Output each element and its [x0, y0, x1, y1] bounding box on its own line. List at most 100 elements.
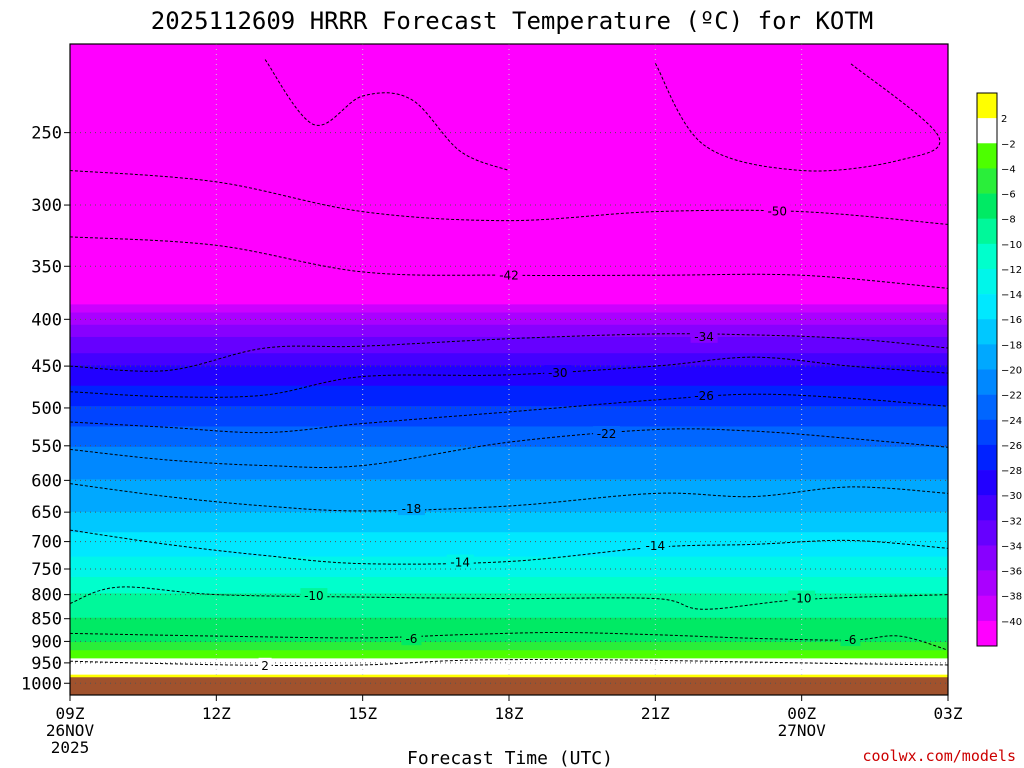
- temperature-band: [70, 157, 948, 163]
- temperature-band: [70, 44, 948, 49]
- colorbar-swatch: [977, 495, 997, 521]
- temperature-band: [70, 589, 948, 594]
- contour-label-bg: [690, 328, 718, 343]
- colorbar-swatch: [977, 620, 997, 647]
- colorbar-swatch: [977, 294, 997, 320]
- temperature-band: [70, 210, 948, 216]
- ground-layer: [70, 677, 948, 695]
- contour-label: -50: [763, 203, 791, 219]
- temperature-band: [70, 308, 948, 314]
- temperature-band: [70, 459, 948, 464]
- credit-link[interactable]: coolwx.com/models: [862, 747, 1016, 765]
- temperature-band: [70, 64, 948, 70]
- temperature-band: [70, 141, 948, 147]
- x-tick-line: 26NOV: [46, 721, 95, 740]
- temperature-band: [70, 255, 948, 261]
- y-tick-label: 600: [31, 471, 62, 491]
- temperature-band: [70, 560, 948, 566]
- temperature-band: [70, 528, 948, 533]
- colorbar-label: −18: [1001, 340, 1022, 351]
- contour-label: -18: [397, 501, 425, 516]
- colorbar-label: −8: [1001, 215, 1016, 226]
- temperature-band: [70, 145, 948, 151]
- temperature-band: [70, 341, 948, 346]
- temperature-band: [70, 548, 948, 554]
- temperature-band: [70, 365, 948, 371]
- temperature-band: [70, 670, 948, 676]
- temperature-band: [70, 353, 948, 358]
- contour-label-bg: [763, 203, 791, 218]
- temperature-band: [70, 650, 948, 655]
- temperature-band: [70, 629, 948, 635]
- temperature-band: [70, 361, 948, 367]
- y-tick-label: 450: [31, 357, 62, 377]
- x-tick-line: 21Z: [641, 704, 670, 723]
- colorbar-swatch: [977, 545, 997, 571]
- temperature-band: [70, 223, 948, 228]
- contour-label-bg: [593, 426, 621, 441]
- temperature-band: [70, 572, 948, 578]
- temperature-band: [70, 251, 948, 257]
- temperature-band: [70, 609, 948, 615]
- temperature-band: [70, 235, 948, 240]
- colorbar-label: −4: [1001, 164, 1016, 175]
- temperature-band: [70, 385, 948, 391]
- x-tick-line: 15Z: [348, 704, 377, 723]
- colorbar-swatch: [977, 520, 997, 546]
- temperature-band: [70, 316, 948, 322]
- contour-labels: 2 -6 -10 -14 -18 -22 -26 -30 -34 -42 -50 -14 -10 -6: [258, 203, 861, 673]
- temperature-band: [70, 605, 948, 611]
- contour-label-text: -10: [792, 592, 812, 606]
- temperature-band: [70, 658, 948, 664]
- contour-label-text: -6: [405, 632, 417, 646]
- contour-label-bg: [544, 365, 572, 380]
- temperature-band: [70, 617, 948, 623]
- temperature-band: [70, 56, 948, 61]
- temperature-band: [70, 369, 948, 375]
- colorbar-label: −6: [1001, 190, 1016, 201]
- temperature-band: [70, 214, 948, 220]
- contour-label: -26: [690, 387, 718, 403]
- colorbar-label: −34: [1001, 541, 1022, 552]
- temperature-band: [70, 520, 948, 525]
- isotherm-line: [70, 659, 948, 667]
- contour-label-text: -26: [694, 389, 714, 403]
- isotherm-line: [70, 356, 948, 398]
- temperature-band: [70, 463, 948, 468]
- temperature-band: [70, 406, 948, 411]
- temperature-band: [70, 284, 948, 289]
- y-tick-label: 800: [31, 586, 62, 606]
- temperature-band: [70, 153, 948, 159]
- isotherm-line: [264, 59, 510, 171]
- colorbar-swatch: [977, 268, 997, 295]
- colorbar-label: −22: [1001, 391, 1022, 402]
- temperature-band: [70, 109, 948, 114]
- temperature-band: [70, 393, 948, 399]
- colorbar-swatch: [977, 470, 997, 496]
- contour-label: 2: [258, 657, 272, 673]
- temperature-band: [70, 84, 948, 90]
- temperature-band: [70, 288, 948, 293]
- contour-label-text: -18: [402, 502, 422, 516]
- temperature-band: [70, 174, 948, 179]
- x-axis-label: Forecast Time (UTC): [407, 748, 613, 768]
- colorbar-swatch: [977, 319, 997, 345]
- temperature-band: [70, 507, 948, 513]
- temperature-band: [70, 397, 948, 403]
- y-tick-label: 400: [31, 310, 62, 330]
- temperature-band: [70, 414, 948, 419]
- colorbar-swatch: [977, 93, 997, 119]
- contour-label: -34: [690, 328, 718, 344]
- colorbar-swatch: [977, 419, 997, 446]
- x-tick-label: 21Z: [641, 704, 670, 723]
- temperature-band: [70, 190, 948, 196]
- y-tick-label: 500: [31, 399, 62, 419]
- colorbar-swatch: [977, 218, 997, 245]
- temperature-band: [70, 320, 948, 326]
- contour-label: -6: [401, 631, 422, 646]
- temperature-band: [70, 666, 948, 672]
- temperature-band: [70, 345, 948, 350]
- colorbar-label: −30: [1001, 491, 1022, 502]
- temperature-band: [70, 540, 948, 546]
- temperature-band: [70, 491, 948, 497]
